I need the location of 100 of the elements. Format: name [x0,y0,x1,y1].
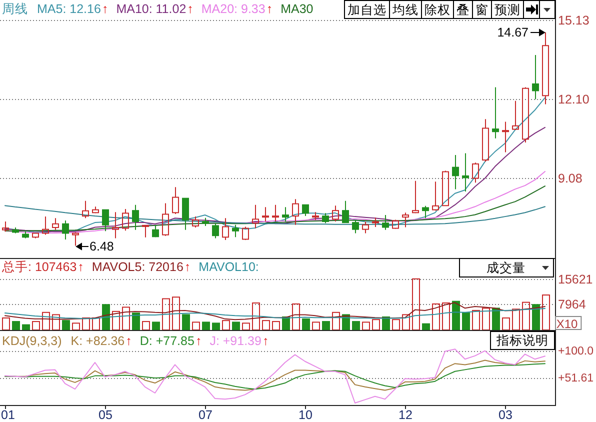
bar [372,319,380,330]
candlestick [112,212,119,239]
bar [182,314,190,330]
y-axis-title: X10 [556,317,578,331]
x-tick-label: 05 [98,408,112,422]
bar [462,312,470,330]
candlestick [72,232,79,246]
candlestick [172,186,179,214]
bar [42,312,50,330]
candlestick [132,204,139,230]
bar [362,322,370,330]
candlestick [302,204,309,217]
bar [232,322,240,330]
annotation: 叠 [456,3,470,17]
candlestick [462,152,469,192]
candlestick [332,205,339,222]
annotation: 指标说明 [496,334,548,348]
annotation: 预测 [494,3,520,17]
bar [302,318,310,330]
candlestick [182,198,189,230]
chart-title: 周线 [2,2,28,16]
y-tick-label: +100.0 [558,346,594,358]
y-tick-label: 15621 [558,272,593,286]
text: MA10: 11.02↑ [116,2,194,16]
text: D: +77.85↑ [140,334,202,348]
bar [92,317,100,330]
text: 总手: 107463↑ [1,260,84,274]
annotation: 成交量 [486,260,526,275]
bar [22,324,30,330]
bar [532,304,540,330]
bar [122,306,130,330]
bar [192,322,200,330]
bar [332,312,340,330]
bar [242,322,250,330]
bar [62,320,70,330]
y-tick-label: +51.61 [558,372,594,384]
y-tick-label: 12.10 [558,92,590,106]
bar [52,314,60,330]
bar [82,317,90,330]
bar [2,317,10,330]
bar [422,323,430,330]
bar [512,308,520,330]
candlestick [232,224,239,238]
bar [352,321,360,330]
bar [12,321,20,330]
y-tick-label: 15.13 [558,14,590,28]
bar [392,319,400,330]
candlestick [292,198,299,226]
candlestick [422,205,429,219]
bar [172,296,180,330]
candlestick [272,204,279,222]
line-series [4,302,546,320]
bar [412,278,420,330]
bar [312,322,320,330]
candlestick [492,86,499,139]
text: MA20: 9.33↑ [201,2,273,16]
bar [472,310,480,330]
line-series [4,348,546,404]
candlestick [52,218,59,230]
candlestick [62,220,69,240]
bar [492,308,500,330]
y-tick-label: 7964 [558,298,586,312]
candlestick [482,118,489,162]
bar [322,321,330,330]
text: K: +82.36↑ [70,334,132,348]
text: MAVOL10: [198,260,259,274]
annotation: 6.48 [90,240,114,254]
line-series [4,308,546,320]
bar [212,322,220,330]
bar [152,322,160,330]
candlestick [222,218,229,241]
candlestick [282,206,289,222]
chart-title: KDJ(9,3,3) [2,334,62,348]
bar [502,317,510,330]
x-tick-label: 10 [298,408,312,422]
annotation: 14.67 [497,26,529,40]
candlestick [502,121,509,153]
candlestick [412,180,419,214]
x-tick-label: 07 [198,408,212,422]
candlestick [42,216,49,236]
bar [542,294,550,330]
annotation: 除权 [424,3,450,17]
candlestick [512,100,519,131]
candlestick [452,154,459,190]
bar [452,300,460,330]
annotation: 均线 [392,3,418,17]
bar [442,302,450,330]
candlestick [262,206,269,222]
candlestick [402,212,409,228]
bar [32,321,40,330]
candlestick [542,32,549,105]
candlestick [82,200,89,219]
x-tick-label: 12 [398,408,412,422]
bar [262,320,270,330]
bar [202,322,210,330]
candlestick [142,224,149,238]
text: MA5: 12.16↑ [37,2,108,16]
bar [432,303,440,330]
bar [292,303,300,330]
bar [132,312,140,330]
